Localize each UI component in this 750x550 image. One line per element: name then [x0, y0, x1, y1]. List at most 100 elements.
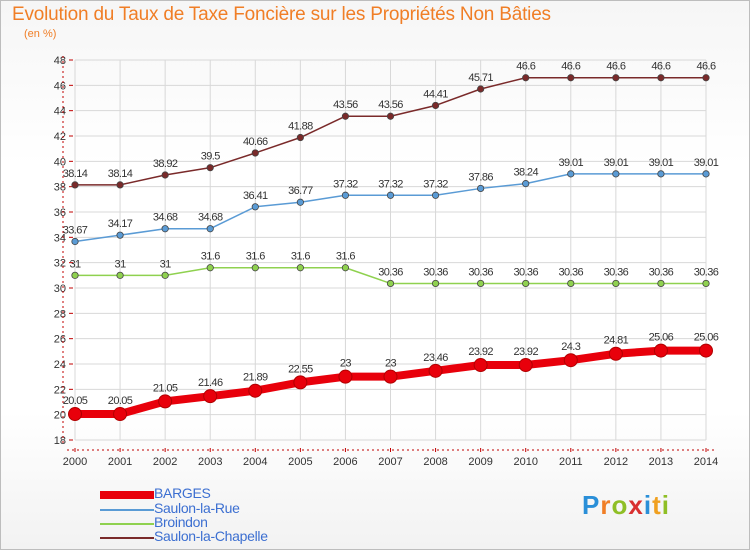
data-label-saulon-la-chapelle: 38.92: [153, 158, 178, 170]
y-tick-label: 46: [54, 80, 66, 92]
data-label-saulon-la-rue: 34.17: [108, 218, 133, 230]
x-tick-label: 2004: [243, 456, 267, 468]
data-point-broindon: [296, 264, 304, 272]
data-label-barges: 24.3: [561, 341, 580, 353]
data-label-barges: 21.89: [243, 372, 268, 384]
x-tick-label: 2005: [288, 456, 312, 468]
logo-letter: x: [628, 490, 644, 520]
data-point-barges: [608, 346, 623, 361]
data-label-saulon-la-chapelle: 44.41: [423, 88, 448, 100]
data-point-barges: [203, 389, 218, 404]
data-label-saulon-la-rue: 34.68: [198, 212, 223, 224]
data-label-saulon-la-chapelle: 45.71: [468, 72, 493, 84]
data-point-saulon-la-rue: [522, 180, 530, 188]
data-label-barges: 21.46: [198, 377, 223, 389]
data-point-saulon-la-rue: [567, 170, 575, 178]
data-point-saulon-la-chapelle: [612, 74, 620, 82]
data-label-saulon-la-rue: 37.32: [333, 178, 358, 190]
data-point-broindon: [702, 279, 710, 288]
data-label-saulon-la-rue: 34.68: [153, 212, 178, 224]
data-label-saulon-la-rue: 39.01: [694, 157, 719, 169]
data-label-saulon-la-rue: 39.01: [649, 157, 674, 169]
data-point-saulon-la-rue: [657, 170, 665, 178]
data-point-saulon-la-chapelle: [477, 85, 485, 93]
y-tick-label: 40: [54, 156, 66, 168]
data-label-broindon: 30.36: [378, 266, 403, 278]
data-point-barges: [293, 375, 308, 390]
y-tick-label: 48: [54, 55, 66, 67]
x-tick-label: 2007: [378, 456, 402, 468]
data-label-saulon-la-rue: 38.24: [513, 167, 538, 179]
legend-swatch: [100, 523, 154, 525]
logo-letter: P: [582, 490, 601, 520]
x-tick-label: 2013: [649, 456, 673, 468]
data-point-barges: [563, 353, 578, 368]
data-point-saulon-la-rue: [477, 184, 485, 193]
data-label-saulon-la-rue: 37.86: [468, 171, 493, 183]
logo-letter: t: [652, 490, 662, 520]
data-label-saulon-la-chapelle: 43.56: [333, 99, 358, 111]
data-point-barges: [113, 407, 128, 422]
data-label-saulon-la-chapelle: 40.66: [243, 136, 268, 148]
x-tick-label: 2002: [153, 456, 177, 468]
data-point-saulon-la-chapelle: [341, 112, 350, 120]
data-point-saulon-la-rue: [612, 170, 620, 178]
data-point-saulon-la-chapelle: [702, 74, 710, 82]
data-label-barges: 24.81: [604, 335, 629, 347]
logo-letter: i: [643, 490, 653, 520]
data-label-broindon: 31.6: [246, 251, 265, 263]
x-tick-label: 2010: [513, 456, 537, 468]
y-tick-label: 42: [54, 131, 66, 143]
data-point-barges: [699, 343, 713, 358]
data-label-broindon: 30.36: [649, 266, 674, 278]
data-point-barges: [383, 369, 398, 384]
data-label-saulon-la-chapelle: 39.5: [201, 151, 220, 163]
data-point-broindon: [477, 279, 485, 288]
data-label-broindon: 30.36: [423, 266, 448, 278]
data-label-saulon-la-chapelle: 46.6: [516, 61, 535, 73]
proxiti-logo: Proxiti: [582, 490, 670, 521]
x-tick-label: 2012: [604, 456, 628, 468]
data-point-barges: [158, 394, 173, 409]
data-point-saulon-la-chapelle: [522, 74, 530, 82]
chart-subtitle: (en %): [24, 28, 57, 40]
y-tick-label: 36: [54, 207, 66, 219]
data-label-broindon: 30.36: [468, 266, 493, 278]
data-label-barges: 25.06: [649, 332, 674, 344]
data-label-saulon-la-rue: 33.67: [63, 225, 88, 237]
y-tick-label: 20: [54, 410, 66, 422]
data-point-barges: [518, 358, 533, 373]
data-point-saulon-la-chapelle: [251, 149, 259, 157]
data-label-barges: 21.05: [153, 382, 178, 394]
data-point-saulon-la-chapelle: [71, 181, 79, 189]
data-point-broindon: [251, 264, 259, 272]
x-tick-label: 2009: [468, 456, 492, 468]
data-point-saulon-la-rue: [341, 191, 350, 199]
data-label-broindon: 30.36: [694, 266, 719, 278]
y-tick-label: 30: [54, 283, 66, 295]
data-point-saulon-la-rue: [116, 231, 124, 239]
data-label-saulon-la-chapelle: 43.56: [378, 99, 403, 111]
data-label-barges: 20.05: [108, 395, 133, 407]
x-tick-label: 2014: [694, 456, 718, 468]
data-label-barges: 23.92: [468, 346, 493, 358]
y-tick-label: 28: [54, 308, 66, 320]
x-tick-label: 2000: [63, 456, 87, 468]
legend-item-saulon-la-chapelle: Saulon-la-Chapelle: [100, 528, 340, 545]
data-label-saulon-la-chapelle: 38.14: [63, 168, 88, 180]
data-label-barges: 25.06: [694, 332, 719, 344]
data-label-saulon-la-chapelle: 46.6: [651, 61, 670, 73]
data-label-broindon: 30.36: [559, 266, 584, 278]
data-point-broindon: [612, 279, 620, 288]
y-tick-label: 38: [54, 182, 66, 194]
data-label-saulon-la-chapelle: 38.14: [108, 168, 133, 180]
data-point-broindon: [567, 279, 575, 288]
data-label-saulon-la-chapelle: 46.6: [561, 61, 580, 73]
x-tick-label: 2008: [423, 456, 447, 468]
data-point-broindon: [116, 271, 124, 279]
legend-item-barges: BARGES: [100, 485, 340, 502]
data-label-saulon-la-rue: 39.01: [604, 157, 629, 169]
data-label-barges: 22.55: [288, 363, 313, 375]
data-point-barges: [338, 369, 353, 384]
data-point-barges: [68, 407, 82, 422]
